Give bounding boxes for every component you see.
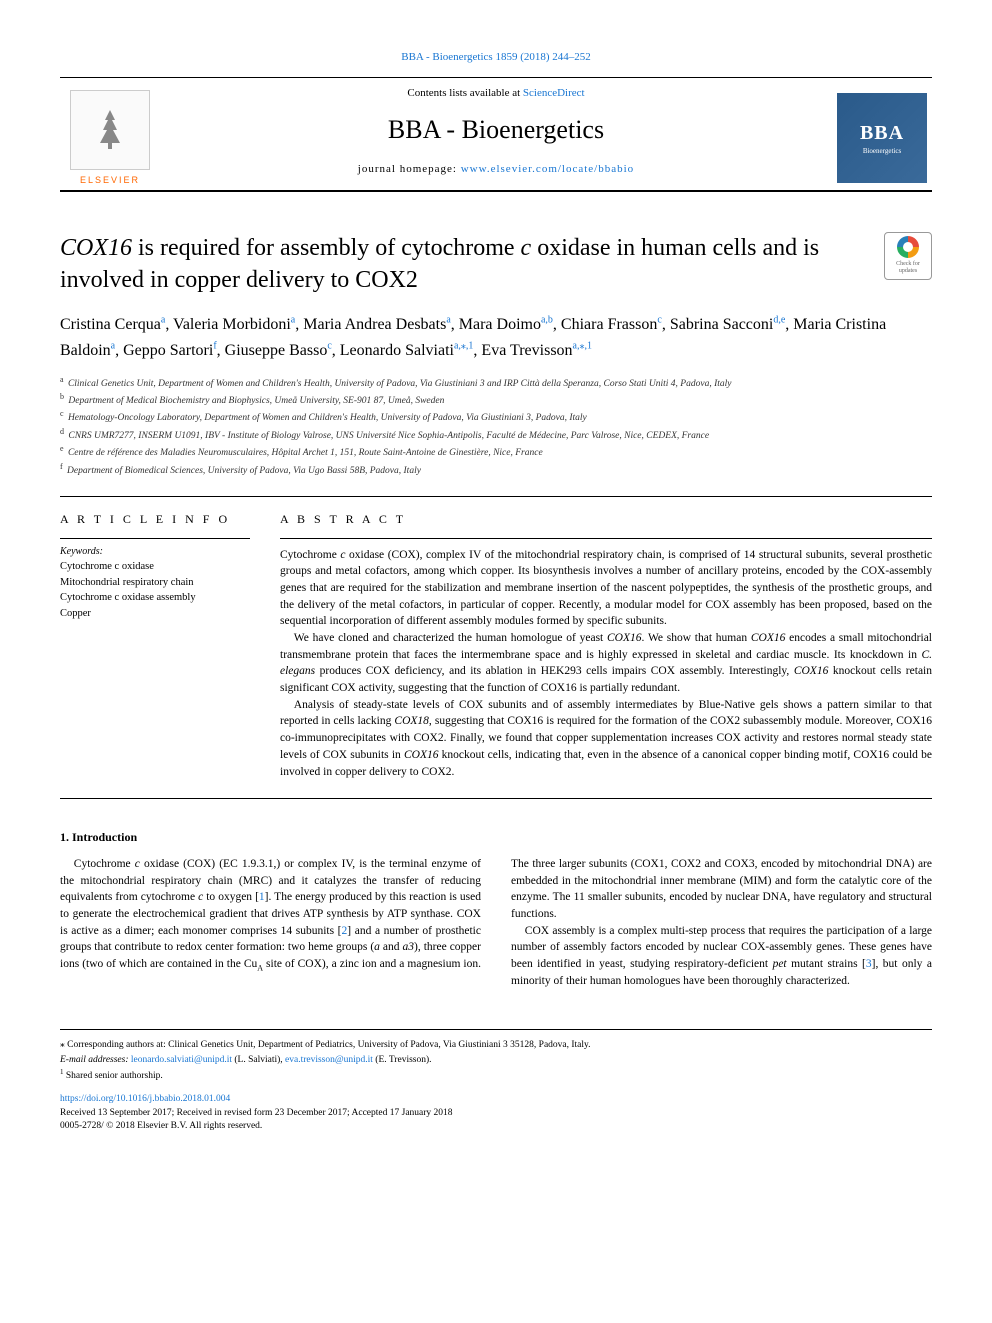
article-info-column: A R T I C L E I N F O Keywords: Cytochro… xyxy=(60,511,250,780)
journal-cover-block: BBA Bioenergetics xyxy=(832,93,932,183)
abstract-paragraph: Cytochrome c oxidase (COX), complex IV o… xyxy=(280,547,932,630)
footer-block: ⁎ Corresponding authors at: Clinical Gen… xyxy=(60,1029,932,1133)
affiliation-item: d CNRS UMR7277, INSERM U1091, IBV - Inst… xyxy=(60,426,932,443)
check-updates-line2: updates xyxy=(899,268,917,274)
journal-name: BBA - Bioenergetics xyxy=(180,112,812,148)
authors-list: Cristina Cerquaa, Valeria Morbidonia, Ma… xyxy=(60,312,932,363)
copyright-line: 0005-2728/ © 2018 Elsevier B.V. All righ… xyxy=(60,1121,262,1131)
keyword-item: Copper xyxy=(60,606,250,622)
sciencedirect-link[interactable]: ScienceDirect xyxy=(523,87,585,99)
elsevier-tree-icon xyxy=(85,105,135,155)
title-block: COX16 is required for assembly of cytoch… xyxy=(60,232,932,297)
publisher-logo-block: ELSEVIER xyxy=(60,90,160,187)
bba-cover-subtitle: Bioenergetics xyxy=(863,147,901,157)
email-name-2: (E. Trevisson). xyxy=(373,1055,432,1065)
abstract-divider xyxy=(280,538,932,539)
elsevier-logo[interactable] xyxy=(70,90,150,170)
page-container: BBA - Bioenergetics 1859 (2018) 244–252 … xyxy=(0,0,992,1173)
affiliations-block: a Clinical Genetics Unit, Department of … xyxy=(60,374,932,478)
shared-text: Shared senior authorship. xyxy=(66,1071,163,1081)
introduction-section: 1. Introduction Cytochrome c oxidase (CO… xyxy=(60,829,932,989)
homepage-prefix: journal homepage: xyxy=(358,163,461,175)
abstract-column: A B S T R A C T Cytochrome c oxidase (CO… xyxy=(280,511,932,780)
crossmark-icon xyxy=(897,236,919,258)
affiliation-item: f Department of Biomedical Sciences, Uni… xyxy=(60,461,932,478)
homepage-link[interactable]: www.elsevier.com/locate/bbabio xyxy=(461,163,634,175)
contents-available-line: Contents lists available at ScienceDirec… xyxy=(180,86,812,101)
elsevier-label: ELSEVIER xyxy=(80,174,140,187)
info-abstract-row: A R T I C L E I N F O Keywords: Cytochro… xyxy=(60,511,932,780)
affiliation-item: e Centre de référence des Maladies Neuro… xyxy=(60,443,932,460)
corresponding-authors: ⁎ Corresponding authors at: Clinical Gen… xyxy=(60,1038,932,1052)
check-updates-line1: Check for xyxy=(896,261,920,267)
keyword-item: Cytochrome c oxidase xyxy=(60,559,250,575)
keywords-list: Cytochrome c oxidaseMitochondrial respir… xyxy=(60,559,250,622)
introduction-heading: 1. Introduction xyxy=(60,829,932,846)
article-info-heading: A R T I C L E I N F O xyxy=(60,511,250,528)
affiliation-item: c Hematology-Oncology Laboratory, Depart… xyxy=(60,408,932,425)
journal-homepage-line: journal homepage: www.elsevier.com/locat… xyxy=(180,162,812,177)
divider-bottom xyxy=(60,798,932,799)
check-updates-badge[interactable]: Check for updates xyxy=(884,232,932,280)
email-link-1[interactable]: leonardo.salviati@unipd.it xyxy=(131,1055,232,1065)
header-center: Contents lists available at ScienceDirec… xyxy=(160,86,832,189)
abstract-heading: A B S T R A C T xyxy=(280,511,932,528)
email-line: E-mail addresses: leonardo.salviati@unip… xyxy=(60,1053,932,1067)
bba-cover-title: BBA xyxy=(860,119,904,147)
affiliation-item: b Department of Medical Biochemistry and… xyxy=(60,391,932,408)
keyword-item: Cytochrome c oxidase assembly xyxy=(60,590,250,606)
journal-reference: BBA - Bioenergetics 1859 (2018) 244–252 xyxy=(60,50,932,65)
article-title: COX16 is required for assembly of cytoch… xyxy=(60,232,884,297)
email-prefix: E-mail addresses: xyxy=(60,1055,131,1065)
journal-header: ELSEVIER Contents lists available at Sci… xyxy=(60,77,932,191)
affiliation-item: a Clinical Genetics Unit, Department of … xyxy=(60,374,932,391)
doi-block: https://doi.org/10.1016/j.bbabio.2018.01… xyxy=(60,1093,932,1133)
bba-cover-icon: BBA Bioenergetics xyxy=(837,93,927,183)
abstract-paragraph: Analysis of steady-state levels of COX s… xyxy=(280,697,932,780)
keywords-label: Keywords: xyxy=(60,545,250,559)
received-line: Received 13 September 2017; Received in … xyxy=(60,1108,453,1118)
introduction-body: Cytochrome c oxidase (COX) (EC 1.9.3.1,)… xyxy=(60,856,932,989)
abstract-text: Cytochrome c oxidase (COX), complex IV o… xyxy=(280,547,932,780)
abstract-paragraph: We have cloned and characterized the hum… xyxy=(280,630,932,697)
email-name-1: (L. Salviati), xyxy=(232,1055,285,1065)
keywords-divider xyxy=(60,538,250,539)
email-link-2[interactable]: eva.trevisson@unipd.it xyxy=(285,1055,373,1065)
contents-prefix: Contents lists available at xyxy=(407,87,522,99)
keyword-item: Mitochondrial respiratory chain xyxy=(60,575,250,591)
doi-link[interactable]: https://doi.org/10.1016/j.bbabio.2018.01… xyxy=(60,1094,230,1104)
divider-top xyxy=(60,496,932,497)
shared-authorship: 1 Shared senior authorship. xyxy=(60,1067,932,1083)
check-updates-text: Check for updates xyxy=(896,261,920,274)
